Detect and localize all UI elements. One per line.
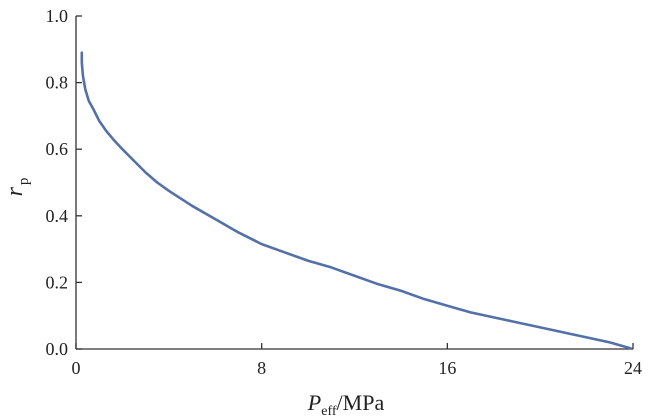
x-axis-label: Peff/MPa (307, 390, 385, 419)
x-axis-label-sub: eff (321, 404, 337, 419)
y-tick-label: 0.2 (46, 272, 69, 292)
y-axis-label: rp (2, 178, 32, 197)
axes (75, 16, 633, 350)
y-tick-label: 0.6 (46, 139, 69, 159)
x-axis-label-unit: /MPa (337, 390, 385, 415)
y-tick-label: 0.4 (46, 206, 69, 226)
y-tick-label: 1.0 (46, 6, 69, 26)
x-tick-label: 0 (72, 358, 81, 378)
y-tick-label: 0.0 (46, 339, 69, 359)
x-tick-label: 16 (438, 358, 456, 378)
x-axis-label-main: P (307, 390, 321, 415)
series (80, 51, 632, 350)
y-axis-label-main: r (2, 186, 28, 196)
y-tick-label: 0.8 (46, 73, 69, 93)
ticks: 0 8 16 24 0.0 0.2 0.4 0.6 0.8 1.0 (46, 6, 643, 378)
x-tick-label: 24 (624, 358, 642, 378)
series-line (80, 51, 632, 350)
x-tick-label: 8 (257, 358, 266, 378)
y-axis-label-sub: p (16, 178, 32, 186)
